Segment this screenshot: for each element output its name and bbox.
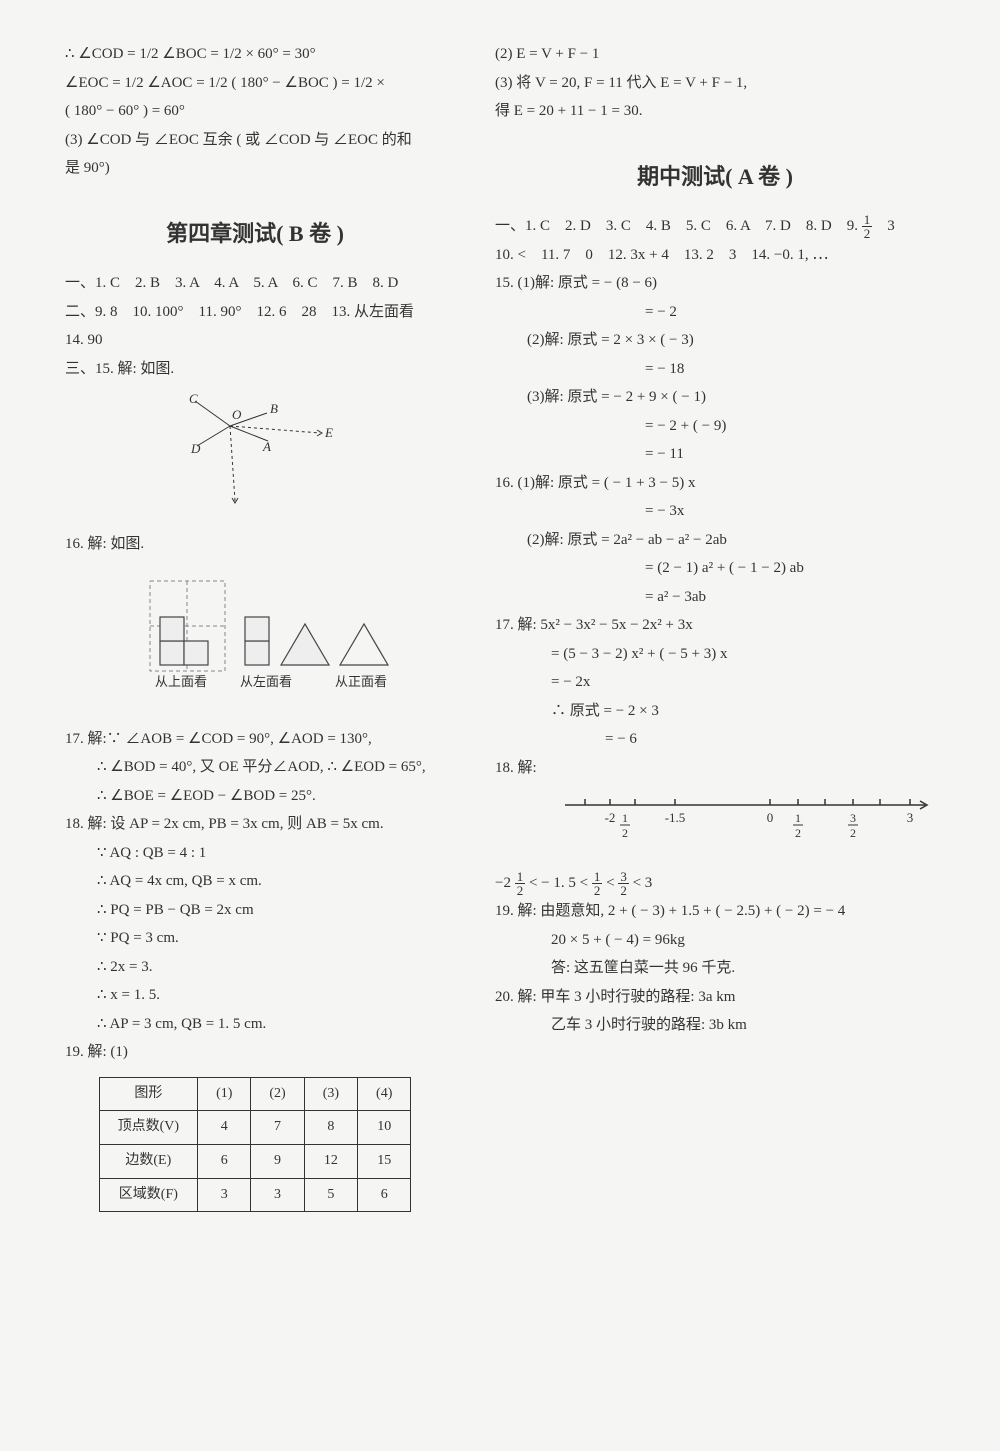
svg-text:从左面看: 从左面看 (240, 674, 292, 689)
q17-2: = (5 − 3 − 2) x² + ( − 5 + 3) x (495, 640, 935, 669)
q17-3: = − 2x (495, 668, 935, 697)
q15-1: 15. (1)解: 原式 = − (8 − 6) (495, 269, 935, 298)
q15-3: (2)解: 原式 = 2 × 3 × ( − 3) (495, 326, 935, 355)
q17-3: ∴ ∠BOE = ∠EOD − ∠BOD = 25°. (65, 782, 445, 811)
q18-3: ∴ AQ = 4x cm, QB = x cm. (65, 867, 445, 896)
q15-4: = − 18 (495, 355, 935, 384)
q18-4: ∴ PQ = PB − QB = 2x cm (65, 896, 445, 925)
svg-text:1: 1 (622, 811, 628, 825)
svg-text:3: 3 (850, 811, 856, 825)
chapter-b-title: 第四章测试( B 卷 ) (65, 213, 445, 255)
q17-5: = − 6 (495, 725, 935, 754)
q15-5: (3)解: 原式 = − 2 + 9 × ( − 1) (495, 383, 935, 412)
q17-1: 17. 解:∵ ∠AOB = ∠COD = 90°, ∠AOD = 130°, (65, 725, 445, 754)
q20-1: 20. 解: 甲车 3 小时行驶的路程: 3a km (495, 983, 935, 1012)
text: ( 180° − 60° ) = 60° (65, 97, 445, 126)
svg-text:从正面看: 从正面看 (335, 674, 387, 689)
euler-table: 图形 (1) (2) (3) (4) 顶点数(V) 4 7 8 10 边数(E)… (99, 1077, 412, 1212)
q18-head: 18. 解: (495, 754, 935, 783)
svg-text:A: A (262, 439, 271, 454)
answers-1: 一、1. C 2. D 3. C 4. B 5. C 6. A 7. D 8. … (495, 212, 935, 241)
right-column: (2) E = V + F − 1 (3) 将 V = 20, F = 11 代… (470, 40, 950, 1411)
text: (3) 将 V = 20, F = 11 代入 E = V + F − 1, (495, 69, 935, 98)
q16-5: = a² − 3ab (495, 583, 935, 612)
text: (2) E = V + F − 1 (495, 40, 935, 69)
q16-2: = − 3x (495, 497, 935, 526)
svg-text:3: 3 (907, 810, 914, 825)
q16-head: 16. 解: 如图. (65, 530, 445, 559)
svg-text:从上面看: 从上面看 (155, 674, 207, 689)
svg-text:2: 2 (622, 826, 628, 840)
q17-4: ∴ 原式 = − 2 × 3 (495, 697, 935, 726)
midterm-a-title: 期中测试( A 卷 ) (495, 156, 935, 198)
text: ∠EOC = 1/2 ∠AOC = 1/2 ( 180° − ∠BOC ) = … (65, 69, 445, 98)
svg-text:B: B (270, 401, 278, 416)
svg-text:0: 0 (767, 810, 774, 825)
q19-1: 19. 解: 由题意知, 2 + ( − 3) + 1.5 + ( − 2.5)… (495, 897, 935, 926)
answers-1: 一、1. C 2. B 3. A 4. A 5. A 6. C 7. B 8. … (65, 269, 445, 298)
q18-2: ∵ AQ : QB = 4 : 1 (65, 839, 445, 868)
q18-7: ∴ x = 1. 5. (65, 981, 445, 1010)
left-column: ∴ ∠COD = 1/2 ∠BOC = 1/2 × 60° = 30° ∠EOC… (50, 40, 470, 1411)
svg-text:-1.5: -1.5 (665, 810, 686, 825)
q16-1: 16. (1)解: 原式 = ( − 1 + 3 − 5) x (495, 469, 935, 498)
text: 是 90°) (65, 154, 445, 183)
svg-text:C: C (189, 391, 198, 406)
svg-text:O: O (232, 407, 242, 422)
svg-text:E: E (324, 425, 333, 440)
q19-head: 19. 解: (1) (65, 1038, 445, 1067)
q15-6: = − 2 + ( − 9) (495, 412, 935, 441)
svg-text:-2: -2 (605, 810, 616, 825)
svg-text:1: 1 (795, 811, 801, 825)
q16-4: = (2 − 1) a² + ( − 1 − 2) ab (495, 554, 935, 583)
answers-2: 二、9. 8 10. 100° 11. 90° 12. 6 28 13. 从左面… (65, 298, 445, 355)
svg-text:D: D (190, 441, 201, 456)
q18-6: ∴ 2x = 3. (65, 953, 445, 982)
q18-1: 18. 解: 设 AP = 2x cm, PB = 3x cm, 则 AB = … (65, 810, 445, 839)
svg-text:2: 2 (795, 826, 801, 840)
q19-2: 20 × 5 + ( − 4) = 96kg (495, 926, 935, 955)
q18-5: ∵ PQ = 3 cm. (65, 924, 445, 953)
number-line: -2 -1.5 0 3 12 12 32 (555, 790, 935, 861)
q15-7: = − 11 (495, 440, 935, 469)
q20-2: 乙车 3 小时行驶的路程: 3b km (495, 1011, 935, 1040)
text: (3) ∠COD 与 ∠EOC 互余 ( 或 ∠COD 与 ∠EOC 的和 (65, 126, 445, 155)
q15-2: = − 2 (495, 298, 935, 327)
svg-text:2: 2 (850, 826, 856, 840)
text: ∴ ∠COD = 1/2 ∠BOC = 1/2 × 60° = 30° (65, 40, 445, 69)
q16-3: (2)解: 原式 = 2a² − ab − a² − 2ab (495, 526, 935, 555)
text: 得 E = 20 + 11 − 1 = 30. (495, 97, 935, 126)
figure-15: C O B D A E (65, 391, 445, 522)
q17-2: ∴ ∠BOD = 40°, 又 OE 平分∠AOD, ∴ ∠EOD = 65°, (65, 753, 445, 782)
q15-head: 三、15. 解: 如图. (65, 355, 445, 384)
q17-1: 17. 解: 5x² − 3x² − 5x − 2x² + 3x (495, 611, 935, 640)
q18-8: ∴ AP = 3 cm, QB = 1. 5 cm. (65, 1010, 445, 1039)
q19-3: 答: 这五筐白菜一共 96 千克. (495, 954, 935, 983)
q18-compare: −2 12 < − 1. 5 < 12 < 32 < 3 (495, 869, 935, 898)
answers-2: 10. < 11. 7 0 12. 3x + 4 13. 2 3 14. −0.… (495, 241, 935, 270)
figure-16: 从上面看 从左面看 从正面看 (65, 566, 445, 717)
